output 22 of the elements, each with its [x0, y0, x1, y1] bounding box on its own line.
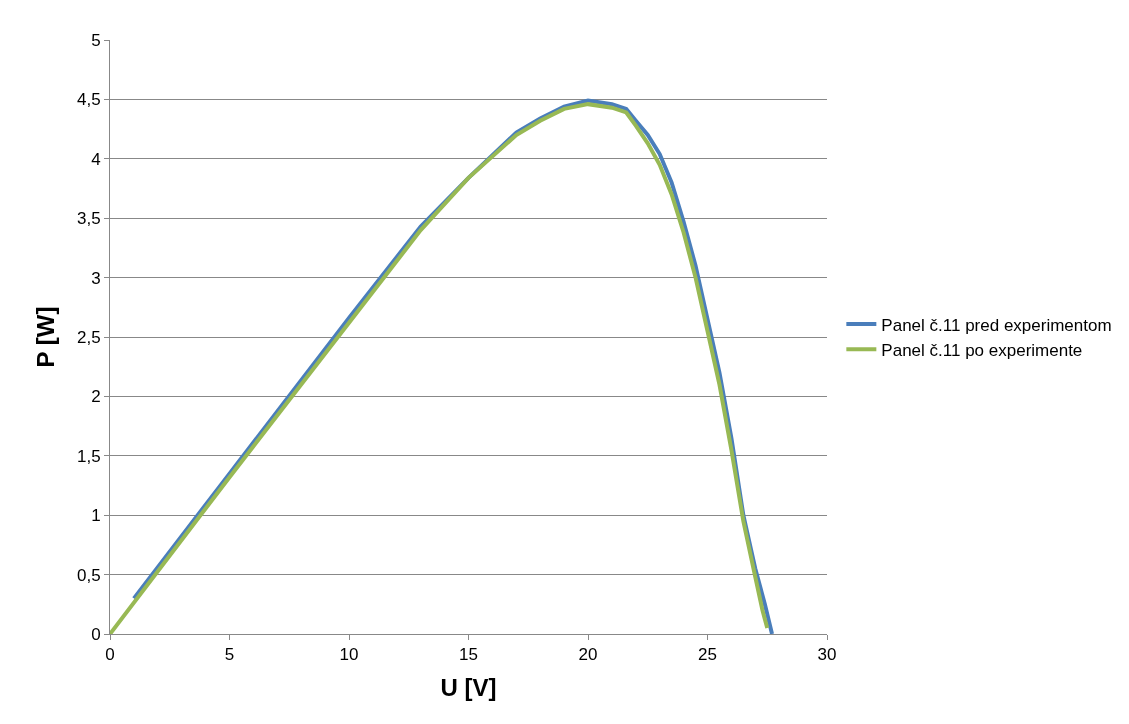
x-tick-label: 25 [698, 645, 717, 665]
x-tick-label: 30 [817, 645, 837, 665]
y-tick-label: 3 [91, 268, 101, 288]
x-tick-label: 15 [459, 645, 478, 665]
y-tick-label: 4 [91, 149, 101, 169]
x-tick-label: 20 [578, 645, 598, 665]
legend-label: Panel č.11 po experimente [881, 340, 1083, 360]
y-tick-label: 1,5 [76, 446, 101, 466]
x-axis-title: U [V] [440, 673, 497, 701]
legend-label: Panel č.11 pred experimentom [881, 315, 1112, 335]
y-tick-label: 2 [91, 387, 101, 407]
y-tick-label: 1 [91, 506, 101, 526]
y-axis-title: P [W] [32, 306, 60, 368]
x-tick-label: 0 [105, 645, 115, 665]
y-tick-label: 4,5 [76, 90, 101, 110]
y-tick-label: 3,5 [76, 209, 101, 229]
y-tick-label: 0,5 [76, 565, 101, 585]
y-tick-label: 2,5 [76, 327, 101, 347]
x-tick-label: 10 [339, 645, 359, 665]
x-tick-label: 5 [224, 645, 235, 665]
y-tick-label: 0 [91, 624, 101, 644]
y-tick-label: 5 [91, 30, 101, 50]
